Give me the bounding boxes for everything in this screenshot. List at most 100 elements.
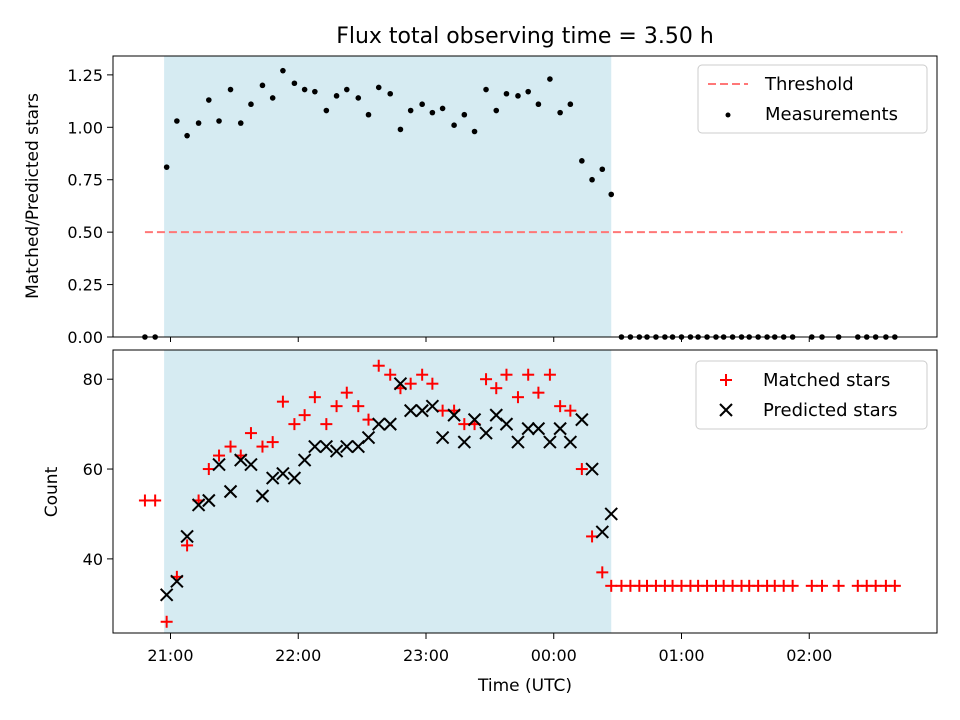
predicted-star-point [383, 417, 397, 431]
matched-star-point [288, 418, 301, 431]
matched-star-point [888, 579, 901, 592]
predicted-star-point [308, 439, 322, 454]
measurement-point [439, 105, 446, 112]
bottom-ylabel: Count [42, 466, 62, 517]
top-ytick-label: 1.25 [67, 66, 103, 85]
matched-stars-points [138, 359, 901, 628]
measurement-point [567, 101, 574, 108]
matched-star-point [564, 404, 577, 417]
top-ytick-label: 0.50 [67, 223, 103, 242]
bottom-xtick-label: 21:00 [147, 646, 193, 665]
measurement-point [269, 95, 276, 101]
top-observing-window [164, 56, 612, 337]
measurement-point [237, 120, 244, 126]
measurement-point [608, 191, 615, 198]
predicted-star-point [234, 453, 248, 467]
measurement-point [355, 95, 362, 101]
predicted-star-point [244, 457, 258, 472]
measurement-point [397, 126, 404, 133]
top-ytick-label: 0.00 [67, 328, 103, 347]
measurement-point [599, 166, 606, 173]
matched-star-point [276, 395, 289, 408]
measurement-point [407, 107, 414, 114]
predicted-star-point [585, 462, 599, 476]
measurement-point [471, 128, 478, 135]
matched-star-point [490, 382, 503, 395]
matched-star-point [786, 579, 799, 592]
predicted-star-point [159, 588, 174, 602]
measurement-point [323, 107, 330, 114]
matched-star-point [181, 539, 194, 552]
matched-star-point [522, 368, 535, 381]
measurement-point [535, 101, 542, 108]
matched-star-point [605, 579, 618, 592]
legend-measurements-swatch [725, 112, 731, 118]
legend-predicted-swatch [719, 403, 733, 417]
top-ylabel: Matched/Predicted stars [23, 93, 43, 299]
matched-star-point [202, 463, 215, 476]
bottom-xtick-label: 00:00 [531, 646, 577, 665]
measurement-point [493, 107, 500, 114]
matched-star-point [149, 494, 162, 507]
top-ytick-label: 0.75 [67, 171, 103, 190]
matched-star-point [404, 377, 417, 390]
bottom-ytick-label: 60 [83, 460, 103, 479]
bottom-xtick-label: 22:00 [275, 646, 321, 665]
predicted-star-point [415, 403, 429, 418]
bottom-ytick-label: 40 [83, 550, 103, 569]
predicted-star-point [563, 435, 578, 449]
measurement-point [248, 101, 254, 108]
measurement-point [483, 86, 489, 93]
matched-star-point [308, 391, 321, 404]
predicted-star-point [340, 439, 354, 454]
chart-title: Flux total observing time = 3.50 h [336, 24, 714, 49]
bottom-xtick-label: 23:00 [403, 646, 449, 665]
bottom-xtick-label: 01:00 [658, 646, 704, 665]
predicted-star-point [511, 435, 525, 449]
top-legend: Threshold Measurements [697, 64, 928, 134]
measurement-point [579, 158, 585, 164]
matched-star-point [532, 386, 545, 399]
predicted-star-point [180, 529, 194, 544]
matched-star-point [436, 404, 449, 417]
measurement-point [387, 90, 394, 97]
measurement-point [429, 109, 436, 116]
predicted-star-point [276, 466, 290, 481]
matched-star-point [266, 436, 279, 449]
predicted-star-point [223, 484, 238, 499]
matched-star-point [138, 494, 151, 507]
legend-measurements-label: Measurements [765, 104, 898, 125]
predicted-star-point [467, 412, 482, 427]
measurement-point [301, 86, 308, 93]
measurement-point [451, 122, 457, 129]
matched-star-point [244, 427, 257, 440]
measurement-point [291, 80, 298, 87]
predicted-star-point [595, 525, 609, 539]
measurement-point [195, 120, 202, 126]
matched-star-point [352, 400, 365, 413]
predicted-star-point [287, 471, 302, 485]
matched-star-point [832, 579, 845, 592]
legend-predicted-label: Predicted stars [763, 400, 897, 421]
bottom-ytick-label: 80 [83, 370, 103, 389]
matched-star-point [480, 373, 493, 386]
measurement-point [259, 82, 266, 89]
legend-threshold-label: Threshold [764, 74, 854, 95]
top-axes-frame [112, 55, 938, 338]
matched-star-point [320, 418, 333, 431]
predicted-star-point [479, 426, 493, 440]
measurement-point [312, 88, 318, 95]
measurement-point [333, 93, 340, 99]
predicted-star-point [361, 430, 376, 445]
matched-star-point [330, 400, 343, 413]
measurement-point [163, 164, 170, 170]
predicted-star-point [297, 453, 312, 467]
matched-star-point [416, 368, 429, 381]
measurement-point [375, 84, 382, 91]
predicted-star-point [403, 403, 418, 418]
matched-star-point [575, 463, 588, 476]
matched-star-point [500, 368, 513, 381]
measurement-point [184, 132, 190, 139]
predicted-star-point [319, 439, 334, 454]
predicted-star-point [521, 421, 535, 436]
